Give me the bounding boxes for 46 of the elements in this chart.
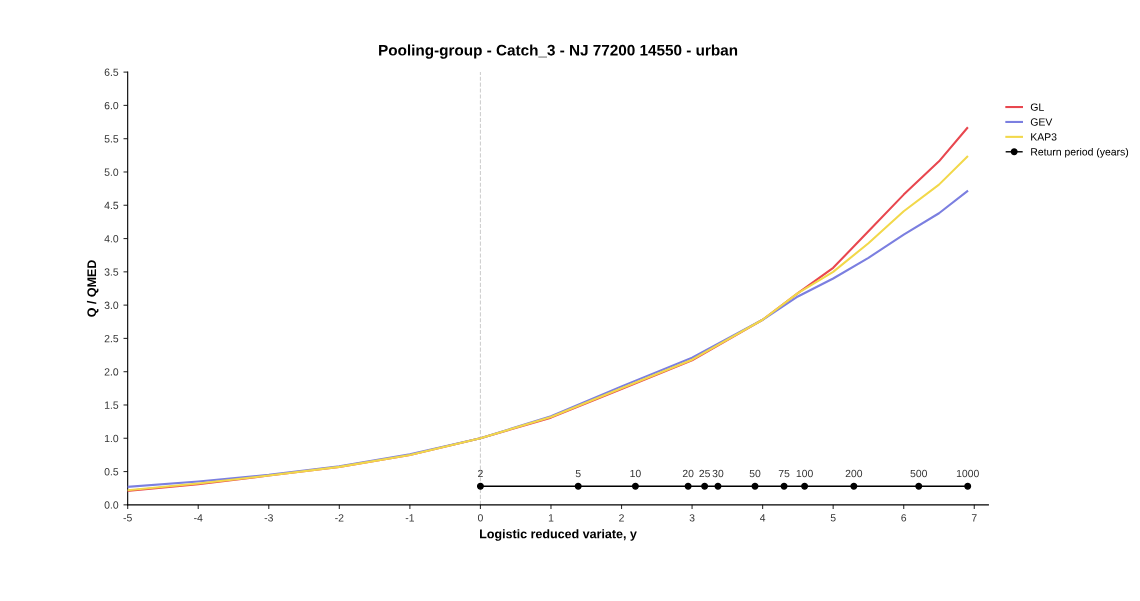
y-axis-title: Q / QMED — [86, 260, 99, 317]
x-tick-label: 0 — [477, 514, 483, 522]
x-tick-label: -3 — [264, 514, 273, 522]
annotation: 50 — [749, 469, 761, 478]
annotation: 75 — [778, 469, 790, 478]
y-tick-label: 2.5 — [104, 334, 119, 343]
y-tick-label: 0.0 — [104, 501, 119, 509]
x-tick-label: -5 — [123, 514, 132, 522]
annotation: 200 — [845, 469, 863, 478]
y-tick-label: 1.0 — [104, 434, 119, 443]
annotation: 25 — [699, 469, 710, 478]
y-tick-label: 3.5 — [104, 268, 119, 276]
legend-label: Return period (years) — [1031, 147, 1129, 158]
annotation: 2 — [478, 469, 483, 478]
x-tick-label: 3 — [689, 514, 695, 522]
x-tick-label: 1 — [548, 514, 554, 522]
y-tick-label: 5.5 — [104, 135, 119, 143]
legend-label: KAP3 — [1031, 133, 1057, 141]
y-tick-label: 6.5 — [104, 68, 119, 76]
legend-label: GL — [1030, 103, 1044, 111]
x-tick-label: -1 — [405, 514, 414, 522]
y-tick-label: 4.5 — [104, 201, 119, 210]
x-tick-label: 7 — [971, 514, 977, 522]
annotation: 30 — [712, 469, 724, 478]
annotation: 100 — [796, 469, 813, 478]
x-axis-title: Logistic reduced variate, y — [480, 529, 637, 541]
y-tick-label: 0.5 — [104, 468, 119, 476]
x-tick-label: -2 — [335, 514, 344, 522]
x-tick-label: 6 — [901, 514, 907, 522]
y-tick-label: 6.0 — [104, 101, 119, 110]
annotation: 500 — [910, 469, 928, 478]
x-tick-label: 2 — [619, 514, 624, 522]
annotation: 5 — [575, 469, 581, 478]
y-tick-label: 4.0 — [104, 235, 119, 243]
y-tick-label: 2.0 — [104, 368, 119, 376]
x-tick-label: 4 — [759, 514, 766, 522]
annotation: 1000 — [956, 469, 979, 478]
x-tick-label: -4 — [194, 514, 203, 522]
legend-label: GEV — [1030, 118, 1053, 126]
x-tick-label: 5 — [830, 514, 836, 522]
chart-title: Pooling-group - Catch_3 - NJ 77200 14550 - urban — [379, 44, 738, 59]
y-tick-label: 3.0 — [104, 301, 119, 309]
y-tick-label: 5.0 — [104, 168, 119, 176]
annotation: 20 — [682, 469, 694, 478]
y-tick-label: 1.5 — [104, 401, 119, 409]
annotation: 10 — [630, 469, 641, 478]
